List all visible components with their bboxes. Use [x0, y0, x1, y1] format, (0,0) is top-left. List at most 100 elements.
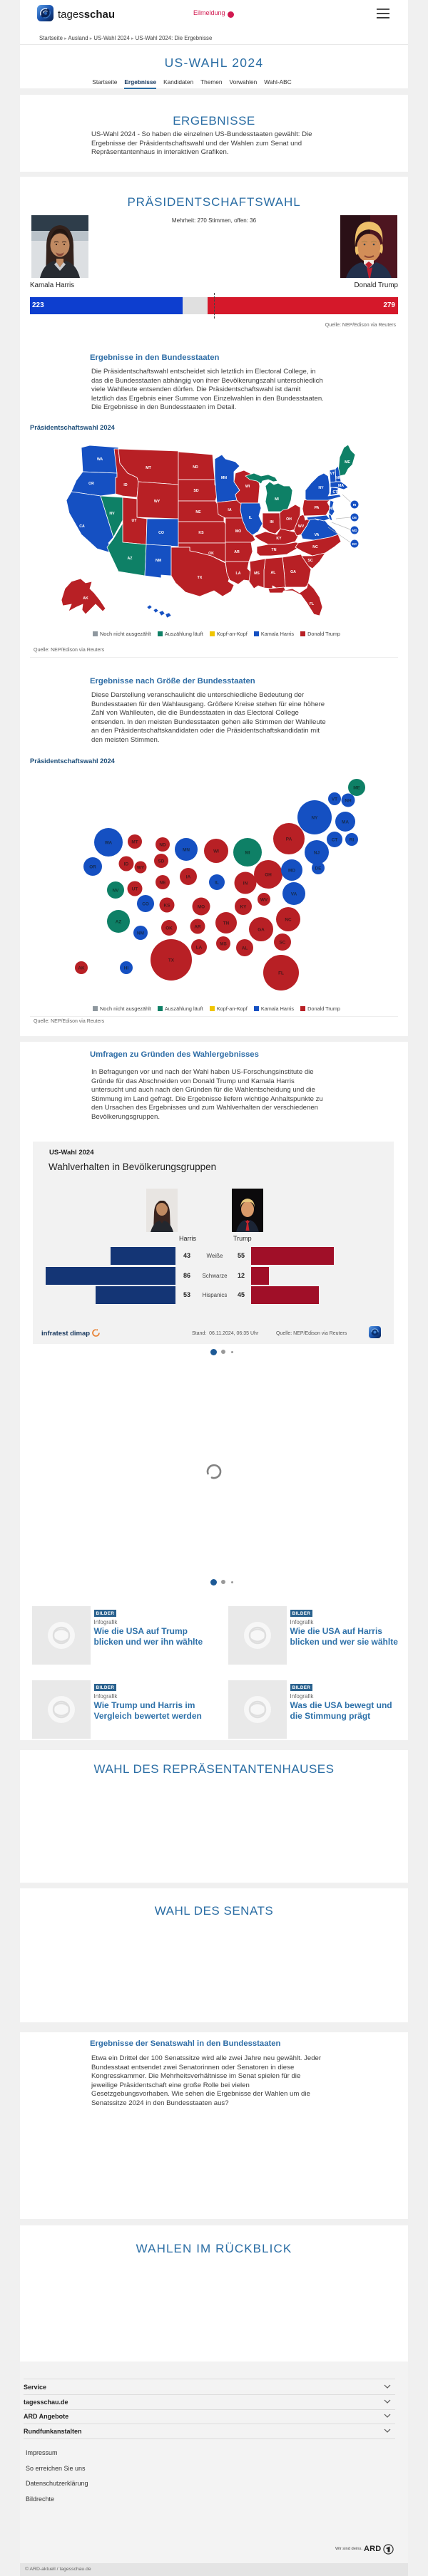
- svg-text:OR: OR: [88, 482, 94, 486]
- svg-text:NE: NE: [195, 510, 201, 514]
- svg-text:GA: GA: [258, 927, 265, 932]
- svg-text:NJ: NJ: [314, 850, 320, 855]
- svg-text:KY: KY: [276, 537, 282, 541]
- svg-text:LA: LA: [196, 945, 203, 950]
- svg-text:WV: WV: [260, 897, 268, 902]
- svg-text:ND: ND: [193, 465, 198, 470]
- svg-text:CA: CA: [79, 524, 85, 529]
- svg-text:TN: TN: [223, 921, 230, 926]
- svg-text:HI: HI: [124, 966, 129, 971]
- svg-text:KS: KS: [198, 531, 204, 535]
- svg-text:NM: NM: [156, 559, 161, 563]
- svg-text:ME: ME: [345, 460, 350, 465]
- svg-text:KS: KS: [164, 903, 171, 908]
- svg-text:NV: NV: [109, 512, 115, 516]
- svg-text:FL: FL: [278, 971, 284, 976]
- svg-text:TX: TX: [198, 576, 203, 580]
- svg-text:IN: IN: [270, 520, 273, 524]
- svg-text:MT: MT: [146, 466, 151, 470]
- svg-text:NC: NC: [285, 917, 292, 922]
- svg-text:MO: MO: [235, 529, 241, 534]
- svg-text:OK: OK: [165, 926, 173, 931]
- svg-text:NY: NY: [318, 486, 324, 490]
- svg-text:ND: ND: [159, 842, 166, 847]
- svg-text:IL: IL: [249, 516, 253, 520]
- svg-text:VA: VA: [315, 533, 320, 537]
- svg-text:MN: MN: [183, 847, 190, 852]
- svg-text:NJ: NJ: [330, 507, 335, 511]
- svg-text:IN: IN: [243, 881, 248, 886]
- svg-text:WV: WV: [298, 524, 305, 529]
- svg-text:UT: UT: [132, 886, 138, 891]
- svg-text:AK: AK: [83, 596, 88, 601]
- svg-text:AZ: AZ: [128, 557, 133, 561]
- svg-text:MS: MS: [220, 941, 227, 946]
- svg-text:CT: CT: [333, 490, 339, 495]
- svg-text:TN: TN: [272, 548, 277, 552]
- svg-text:NE: NE: [160, 880, 167, 885]
- svg-text:NH: NH: [345, 798, 352, 803]
- svg-text:WY: WY: [137, 865, 145, 870]
- svg-text:MI: MI: [275, 497, 279, 502]
- svg-text:IL: IL: [215, 880, 219, 885]
- svg-text:AR: AR: [234, 550, 240, 554]
- svg-text:RI: RI: [350, 837, 355, 842]
- svg-text:VA: VA: [291, 891, 297, 896]
- svg-text:CT: CT: [332, 837, 338, 842]
- svg-text:ID: ID: [123, 483, 127, 487]
- svg-text:ID: ID: [124, 862, 129, 867]
- svg-text:MA: MA: [338, 484, 344, 488]
- svg-text:HI: HI: [155, 614, 159, 619]
- svg-text:SD: SD: [193, 489, 198, 493]
- svg-text:OR: OR: [89, 864, 96, 869]
- svg-text:WI: WI: [213, 849, 219, 854]
- svg-text:AR: AR: [194, 924, 201, 929]
- svg-text:OH: OH: [265, 872, 272, 877]
- svg-text:PA: PA: [286, 837, 292, 842]
- svg-text:SC: SC: [307, 559, 312, 563]
- svg-text:WI: WI: [245, 485, 250, 489]
- svg-text:FL: FL: [310, 602, 315, 606]
- svg-text:ME: ME: [353, 785, 360, 790]
- svg-text:OK: OK: [208, 552, 214, 556]
- svg-text:IA: IA: [186, 874, 191, 879]
- svg-text:AK: AK: [78, 966, 85, 971]
- svg-text:NM: NM: [137, 931, 144, 936]
- svg-text:AZ: AZ: [116, 919, 122, 924]
- svg-text:NH: NH: [336, 476, 342, 480]
- svg-text:WA: WA: [105, 840, 113, 845]
- svg-text:UT: UT: [132, 519, 138, 523]
- svg-text:VT: VT: [330, 472, 335, 476]
- svg-text:KY: KY: [240, 904, 248, 909]
- svg-text:MI: MI: [245, 850, 250, 855]
- svg-text:GA: GA: [290, 570, 296, 574]
- svg-text:MN: MN: [221, 476, 227, 480]
- svg-text:WY: WY: [154, 500, 160, 504]
- svg-text:VT: VT: [332, 797, 337, 802]
- svg-text:MD: MD: [288, 868, 295, 873]
- svg-text:DE: DE: [315, 866, 322, 871]
- svg-text:PA: PA: [315, 506, 320, 510]
- svg-text:NV: NV: [113, 888, 120, 893]
- svg-text:IA: IA: [228, 508, 231, 512]
- svg-text:OH: OH: [286, 517, 292, 522]
- svg-text:WA: WA: [97, 457, 103, 462]
- svg-text:SD: SD: [158, 859, 165, 864]
- svg-text:AL: AL: [271, 571, 277, 575]
- svg-text:CO: CO: [158, 531, 164, 535]
- svg-text:DC: DC: [352, 542, 357, 546]
- svg-text:MA: MA: [342, 819, 349, 824]
- svg-text:MD: MD: [352, 529, 357, 532]
- svg-text:SC: SC: [280, 940, 286, 945]
- svg-text:AL: AL: [242, 946, 248, 951]
- svg-text:CO: CO: [142, 901, 149, 906]
- svg-text:TX: TX: [168, 958, 175, 963]
- svg-text:DE: DE: [352, 516, 357, 519]
- svg-text:MS: MS: [254, 571, 260, 576]
- svg-text:MT: MT: [131, 839, 138, 844]
- svg-text:MO: MO: [198, 904, 205, 909]
- svg-text:NC: NC: [312, 545, 318, 549]
- svg-text:NY: NY: [312, 815, 319, 820]
- svg-text:RI: RI: [353, 503, 357, 507]
- svg-text:LA: LA: [236, 571, 241, 576]
